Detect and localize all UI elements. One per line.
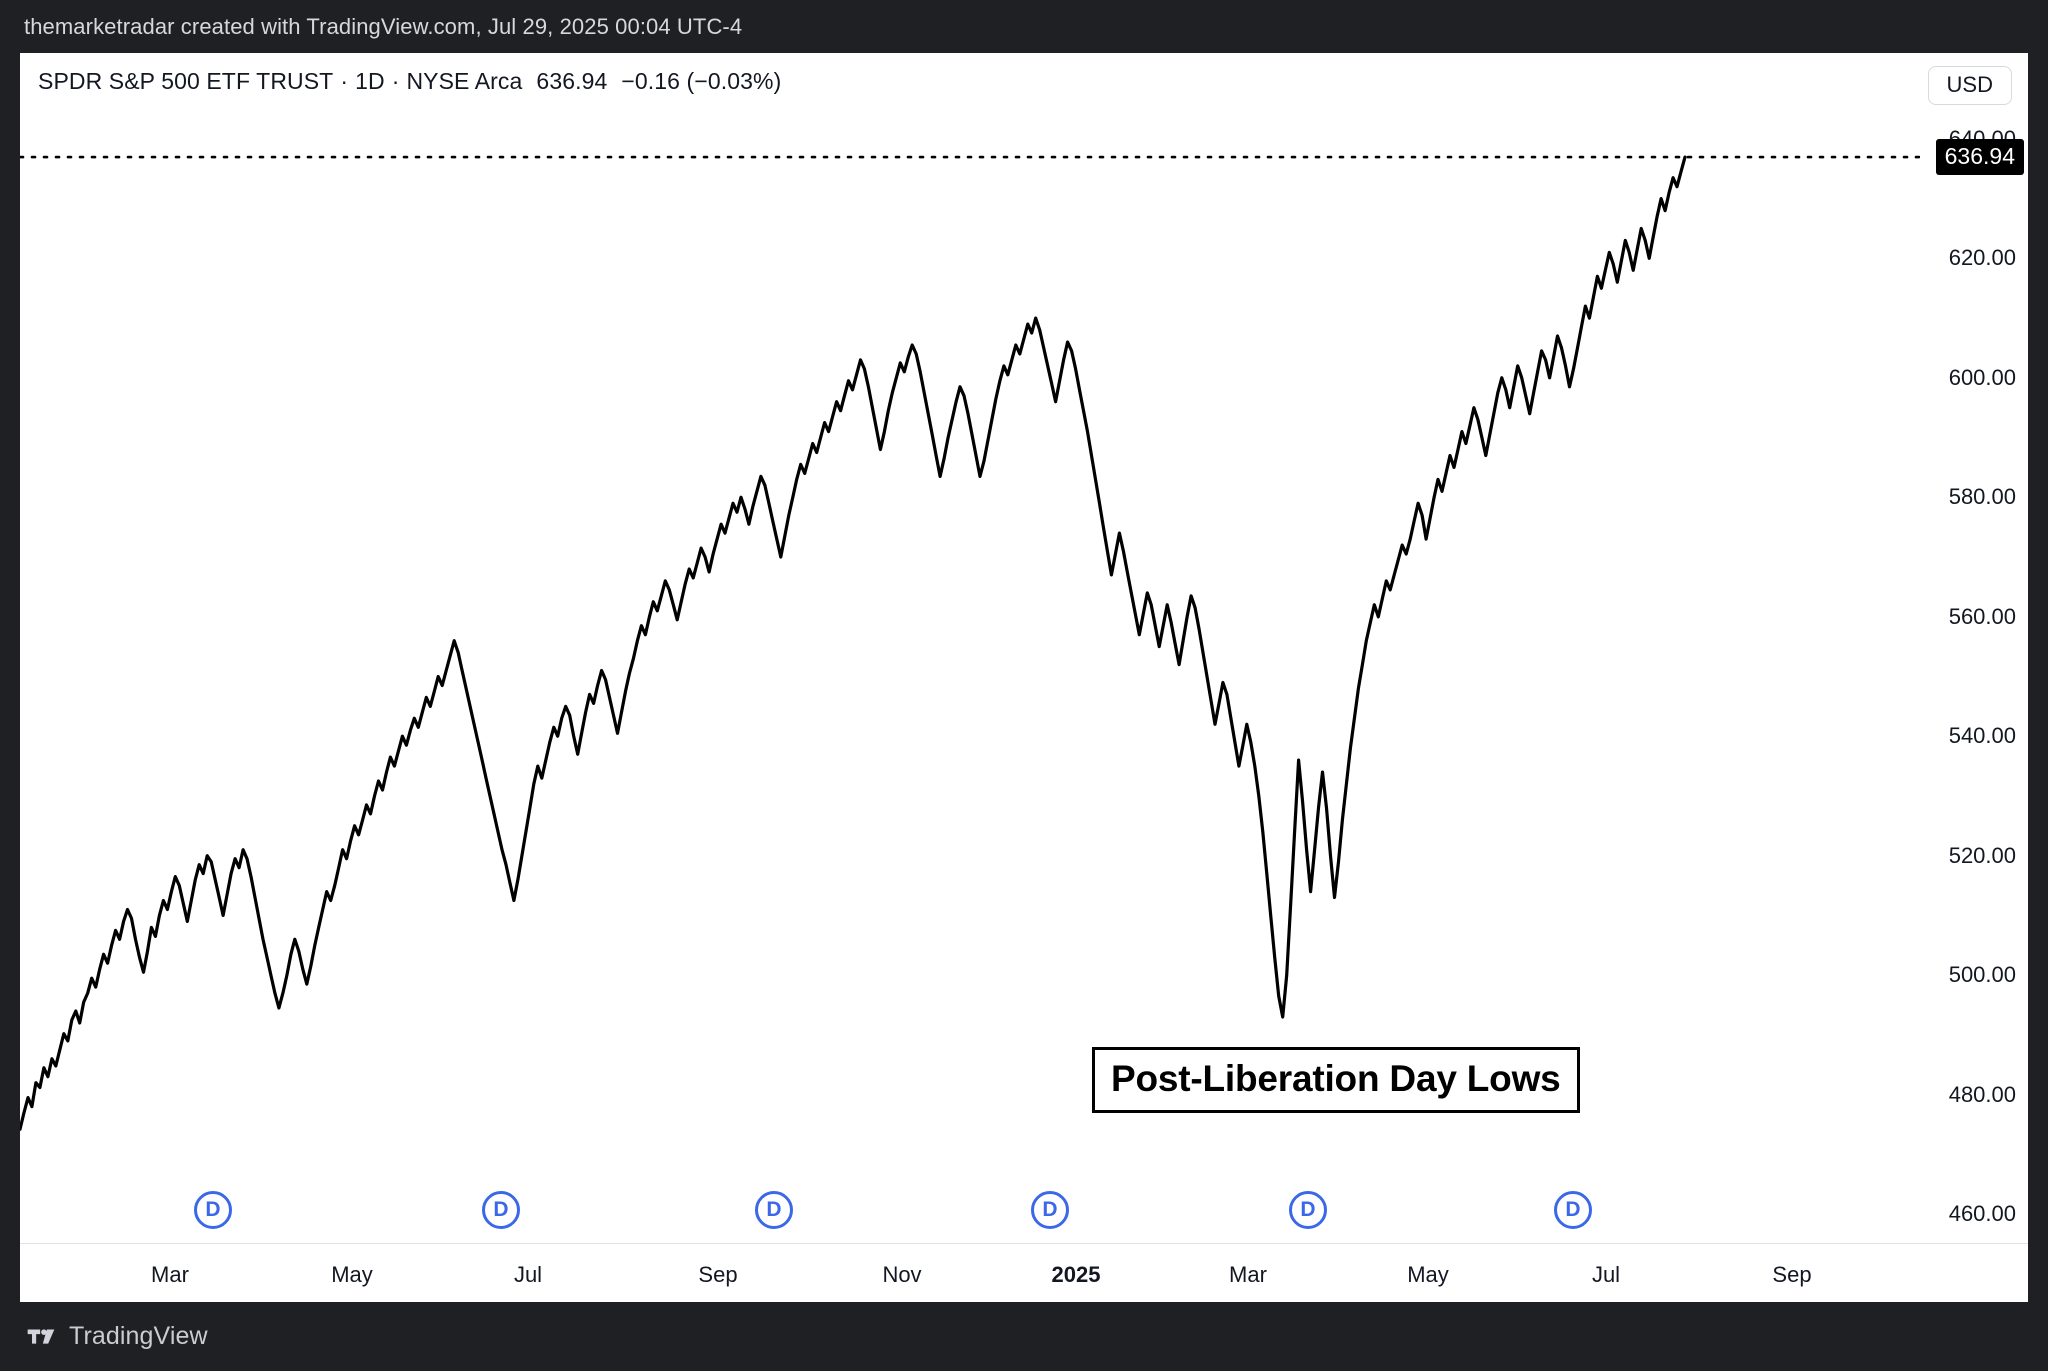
price-tick-580-00: 580.00 bbox=[1948, 484, 2016, 510]
legend-symbol[interactable]: SPDR S&P 500 ETF TRUST bbox=[38, 68, 334, 94]
time-tick-mar: Mar bbox=[1229, 1262, 1267, 1287]
legend-interval[interactable]: 1D bbox=[355, 68, 385, 94]
legend-separator-1: · bbox=[340, 68, 349, 94]
time-tick-sep: Sep bbox=[698, 1262, 738, 1287]
footer-bar: TradingView bbox=[0, 1302, 2048, 1371]
time-tick-jul: Jul bbox=[1591, 1262, 1621, 1287]
price-series-svg bbox=[20, 155, 1920, 1131]
attribution-bar: themarketradar created with TradingView.… bbox=[0, 0, 2048, 53]
price-tick-620-00: 620.00 bbox=[1948, 245, 2016, 271]
price-tick-480-00: 480.00 bbox=[1948, 1081, 2016, 1107]
time-scale[interactable]: Mar May Jul Sep Nov 2025 Mar May Jul Sep bbox=[20, 1243, 2028, 1302]
plot-area[interactable] bbox=[20, 109, 1920, 1244]
footer-brand: TradingView bbox=[69, 1322, 208, 1350]
dividend-marker-icon-3[interactable]: D bbox=[755, 1191, 793, 1229]
chart-legend[interactable]: SPDR S&P 500 ETF TRUST · 1D · NYSE Arca … bbox=[38, 68, 781, 95]
last-price-badge[interactable]: 636.94 bbox=[1935, 139, 2024, 176]
time-tick-2025: 2025 bbox=[1051, 1262, 1101, 1287]
tradingview-logo-icon bbox=[27, 1328, 55, 1344]
price-tick-520-00: 520.00 bbox=[1948, 842, 2016, 868]
currency-badge[interactable]: USD bbox=[1927, 66, 2012, 105]
time-tick-mar: Mar bbox=[151, 1262, 189, 1287]
dividend-marker-icon-5[interactable]: D bbox=[1289, 1191, 1327, 1229]
time-tick-jul: Jul bbox=[513, 1262, 543, 1287]
time-tick-nov: Nov bbox=[882, 1262, 922, 1287]
dividend-marker-icon-6[interactable]: D bbox=[1554, 1191, 1592, 1229]
time-tick-may: May bbox=[1407, 1262, 1449, 1287]
dividend-marker-icon-2[interactable]: D bbox=[482, 1191, 520, 1229]
price-line bbox=[20, 155, 1687, 1131]
annotation-label[interactable]: Post-Liberation Day Lows bbox=[1092, 1047, 1580, 1113]
time-tick-may: May bbox=[331, 1262, 373, 1287]
price-scale[interactable]: 640.00620.00600.00580.00560.00540.00520.… bbox=[1920, 109, 2028, 1244]
price-tick-500-00: 500.00 bbox=[1948, 962, 2016, 988]
legend-separator-2: · bbox=[391, 68, 400, 94]
price-tick-600-00: 600.00 bbox=[1948, 364, 2016, 390]
legend-last-price: 636.94 bbox=[536, 68, 608, 94]
legend-change: −0.16 (−0.03%) bbox=[621, 68, 782, 94]
attribution-text: themarketradar created with TradingView.… bbox=[24, 13, 743, 39]
chart-panel: SPDR S&P 500 ETF TRUST · 1D · NYSE Arca … bbox=[20, 53, 2028, 1302]
price-tick-460-00: 460.00 bbox=[1948, 1201, 2016, 1227]
price-tick-560-00: 560.00 bbox=[1948, 603, 2016, 629]
time-tick-sep: Sep bbox=[1772, 1262, 1812, 1287]
dividend-marker-icon-1[interactable]: D bbox=[194, 1191, 232, 1229]
dividend-marker-icon-4[interactable]: D bbox=[1031, 1191, 1069, 1229]
price-tick-540-00: 540.00 bbox=[1948, 723, 2016, 749]
legend-exchange: NYSE Arca bbox=[406, 68, 523, 94]
